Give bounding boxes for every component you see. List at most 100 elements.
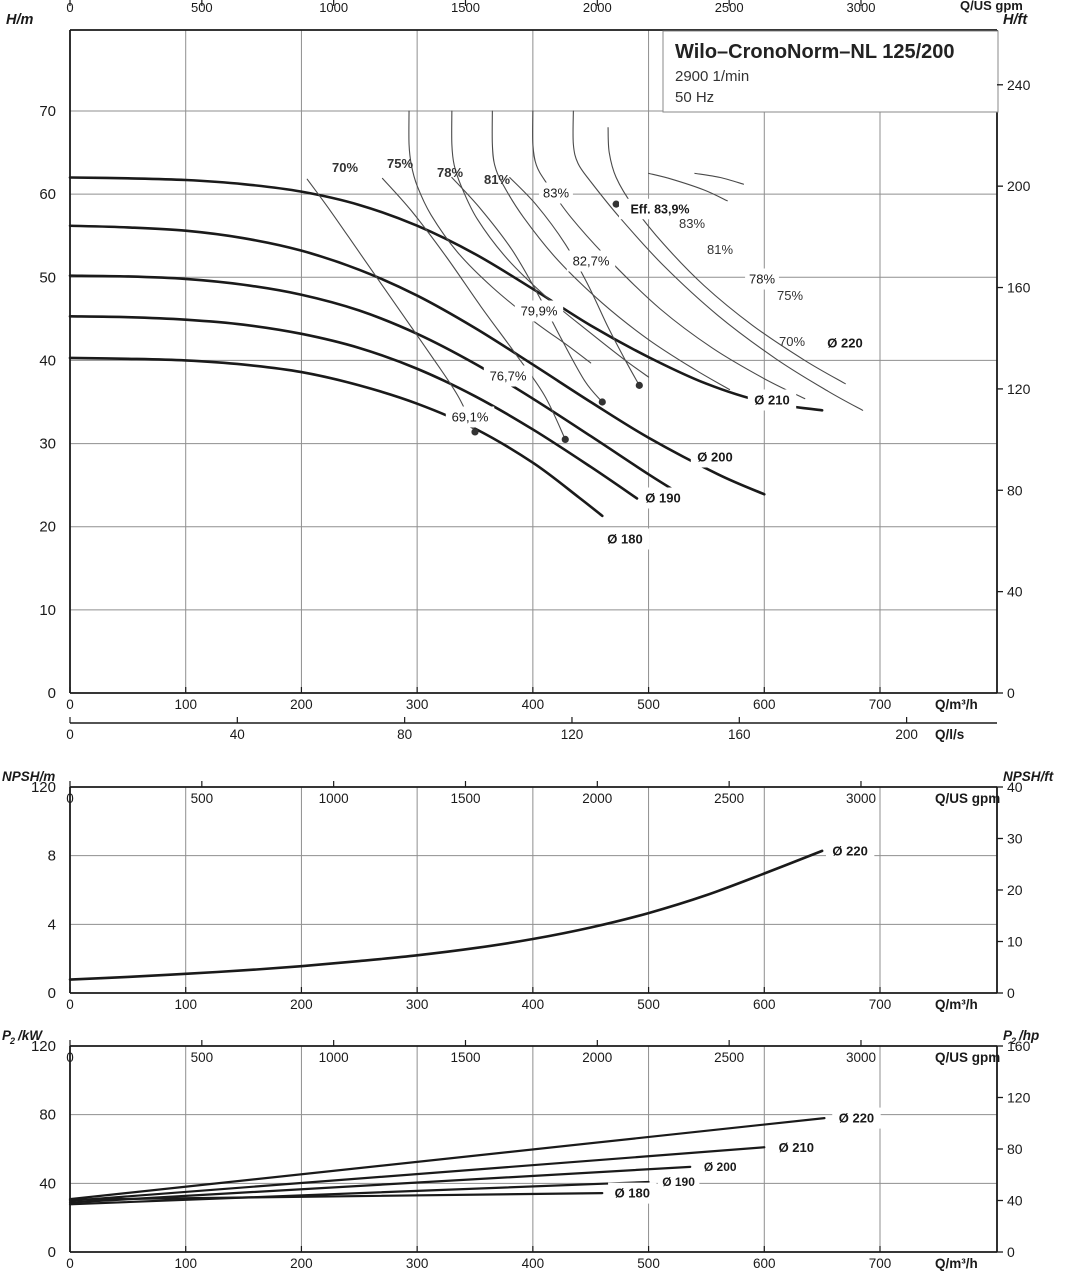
svg-text:Ø 190: Ø 190	[662, 1175, 695, 1189]
svg-text:75%: 75%	[387, 156, 413, 171]
svg-text:Q/US gpm: Q/US gpm	[960, 0, 1023, 13]
svg-text:200: 200	[1007, 178, 1031, 194]
svg-text:Q/m³/h: Q/m³/h	[935, 697, 978, 712]
svg-text:400: 400	[522, 697, 545, 712]
svg-text:200: 200	[290, 1256, 313, 1271]
svg-text:40: 40	[1007, 1193, 1023, 1209]
svg-text:2900 1/min: 2900 1/min	[675, 68, 749, 85]
svg-text:500: 500	[637, 1256, 660, 1271]
svg-text:60: 60	[39, 186, 56, 203]
svg-text:160: 160	[1007, 280, 1031, 296]
svg-text:70%: 70%	[779, 334, 805, 349]
svg-text:Wilo–CronoNorm–NL 125/200: Wilo–CronoNorm–NL 125/200	[675, 41, 955, 63]
svg-text:79,9%: 79,9%	[521, 304, 558, 319]
svg-text:120: 120	[1007, 381, 1031, 397]
svg-text:Ø 220: Ø 220	[832, 843, 867, 858]
svg-text:20: 20	[39, 519, 56, 536]
svg-text:700: 700	[869, 1256, 892, 1271]
svg-text:80: 80	[397, 727, 412, 742]
svg-text:80: 80	[1007, 1141, 1023, 1157]
svg-text:40: 40	[1007, 779, 1023, 795]
svg-text:200: 200	[290, 697, 313, 712]
svg-text:83%: 83%	[679, 216, 705, 231]
svg-text:78%: 78%	[749, 272, 775, 287]
svg-text:40: 40	[39, 1175, 56, 1192]
svg-text:8: 8	[48, 848, 56, 865]
svg-text:1000: 1000	[319, 0, 348, 15]
svg-text:83%: 83%	[543, 186, 569, 201]
svg-text:H/ft: H/ft	[1003, 12, 1028, 28]
svg-text:80: 80	[39, 1107, 56, 1124]
svg-text:0: 0	[48, 685, 56, 702]
svg-text:Q/l/s: Q/l/s	[935, 727, 964, 742]
svg-text:0: 0	[48, 985, 56, 1002]
svg-text:70: 70	[39, 103, 56, 120]
svg-text:30: 30	[1007, 831, 1023, 847]
svg-text:30: 30	[39, 436, 56, 453]
svg-text:600: 600	[753, 697, 776, 712]
svg-text:Ø 220: Ø 220	[827, 336, 862, 351]
svg-text:78%: 78%	[437, 165, 463, 180]
svg-text:50: 50	[39, 269, 56, 286]
svg-text:2000: 2000	[583, 0, 612, 15]
svg-text:0: 0	[1007, 1244, 1015, 1260]
svg-text:200: 200	[290, 997, 313, 1012]
svg-text:1500: 1500	[450, 791, 480, 806]
svg-text:0: 0	[66, 1256, 74, 1271]
svg-text:40: 40	[1007, 584, 1023, 600]
svg-text:0: 0	[66, 727, 74, 742]
svg-text:120: 120	[561, 727, 584, 742]
svg-text:1500: 1500	[450, 1050, 480, 1065]
svg-text:80: 80	[1007, 482, 1023, 498]
svg-text:300: 300	[406, 697, 429, 712]
svg-text:Ø 190: Ø 190	[645, 491, 680, 506]
svg-text:69,1%: 69,1%	[452, 410, 489, 425]
svg-text:Q/m³/h: Q/m³/h	[935, 1256, 978, 1271]
svg-text:0: 0	[66, 0, 73, 15]
svg-text:Ø 210: Ø 210	[779, 1140, 814, 1155]
svg-text:120: 120	[31, 779, 56, 796]
svg-text:3000: 3000	[847, 0, 876, 15]
svg-text:Ø 200: Ø 200	[704, 1160, 737, 1174]
svg-text:50 Hz: 50 Hz	[675, 89, 714, 106]
svg-text:120: 120	[31, 1038, 56, 1055]
svg-text:2000: 2000	[582, 1050, 612, 1065]
svg-text:0: 0	[1007, 985, 1015, 1001]
svg-text:Ø 180: Ø 180	[607, 532, 642, 547]
svg-text:700: 700	[869, 997, 892, 1012]
svg-text:300: 300	[406, 997, 429, 1012]
svg-text:600: 600	[753, 1256, 776, 1271]
svg-text:Ø 180: Ø 180	[615, 1186, 650, 1201]
svg-text:2500: 2500	[714, 791, 744, 806]
svg-text:10: 10	[39, 602, 56, 619]
svg-text:Ø 210: Ø 210	[754, 393, 789, 408]
svg-text:600: 600	[753, 997, 776, 1012]
svg-text:Ø 200: Ø 200	[697, 450, 732, 465]
svg-text:40: 40	[39, 352, 56, 369]
svg-text:H/m: H/m	[6, 12, 34, 28]
svg-text:160: 160	[728, 727, 751, 742]
svg-text:Q/m³/h: Q/m³/h	[935, 997, 978, 1012]
svg-text:1000: 1000	[319, 1050, 349, 1065]
svg-text:3000: 3000	[846, 1050, 876, 1065]
svg-text:500: 500	[191, 0, 213, 15]
svg-text:1000: 1000	[319, 791, 349, 806]
svg-text:500: 500	[191, 1050, 214, 1065]
svg-text:500: 500	[637, 997, 660, 1012]
svg-text:40: 40	[230, 727, 245, 742]
svg-text:240: 240	[1007, 77, 1031, 93]
svg-text:81%: 81%	[707, 242, 733, 257]
svg-text:4: 4	[48, 916, 56, 933]
svg-text:82,7%: 82,7%	[573, 254, 610, 269]
svg-text:Q/US gpm: Q/US gpm	[935, 791, 1000, 806]
svg-text:2500: 2500	[714, 1050, 744, 1065]
svg-text:100: 100	[174, 1256, 197, 1271]
svg-text:3000: 3000	[846, 791, 876, 806]
svg-text:500: 500	[637, 697, 660, 712]
svg-text:300: 300	[406, 1256, 429, 1271]
svg-text:Eff. 83,9%: Eff. 83,9%	[630, 202, 689, 216]
svg-text:2: 2	[9, 1036, 15, 1046]
svg-text:20: 20	[1007, 882, 1023, 898]
svg-text:700: 700	[869, 697, 892, 712]
svg-text:100: 100	[174, 997, 197, 1012]
